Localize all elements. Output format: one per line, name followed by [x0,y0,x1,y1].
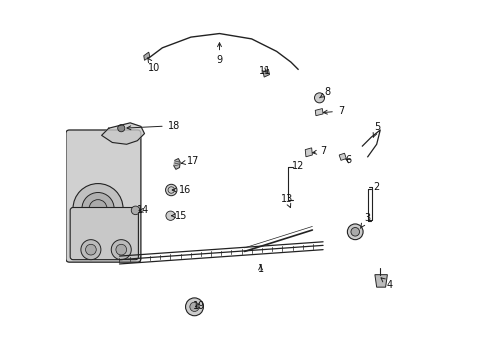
Text: 4: 4 [380,278,392,291]
Polygon shape [339,153,346,160]
Circle shape [350,228,359,236]
Circle shape [82,193,114,225]
Circle shape [346,224,363,240]
Polygon shape [263,69,269,77]
Text: 6: 6 [345,156,350,165]
Polygon shape [315,109,323,116]
Text: 13: 13 [280,194,292,208]
Text: 16: 16 [172,185,191,195]
Polygon shape [102,123,144,144]
Text: 12: 12 [291,161,304,171]
FancyBboxPatch shape [70,207,138,260]
Polygon shape [143,52,149,60]
Circle shape [131,206,140,215]
Text: 11: 11 [259,66,271,76]
FancyBboxPatch shape [66,130,141,262]
Text: 7: 7 [323,106,344,116]
Polygon shape [305,148,312,157]
Text: 10: 10 [147,58,160,73]
Text: 9: 9 [216,43,222,65]
Circle shape [118,125,124,132]
Text: 1: 1 [257,264,263,274]
Text: 17: 17 [181,156,199,166]
Circle shape [314,93,324,103]
Polygon shape [173,158,180,169]
Text: 15: 15 [171,211,187,221]
Circle shape [89,200,107,217]
Text: 19: 19 [192,301,204,311]
Text: 18: 18 [127,121,180,131]
Circle shape [73,184,123,234]
Circle shape [165,211,175,220]
Circle shape [165,184,177,196]
Text: 14: 14 [136,205,148,215]
Text: 3: 3 [360,213,369,228]
Polygon shape [374,275,386,287]
Circle shape [185,298,203,316]
Circle shape [116,244,126,255]
Circle shape [81,240,101,260]
Circle shape [85,244,96,255]
Text: 5: 5 [372,122,380,138]
Text: 2: 2 [373,182,379,192]
Circle shape [111,240,131,260]
Text: 7: 7 [312,147,326,157]
Text: 8: 8 [319,87,330,98]
Circle shape [189,302,199,311]
